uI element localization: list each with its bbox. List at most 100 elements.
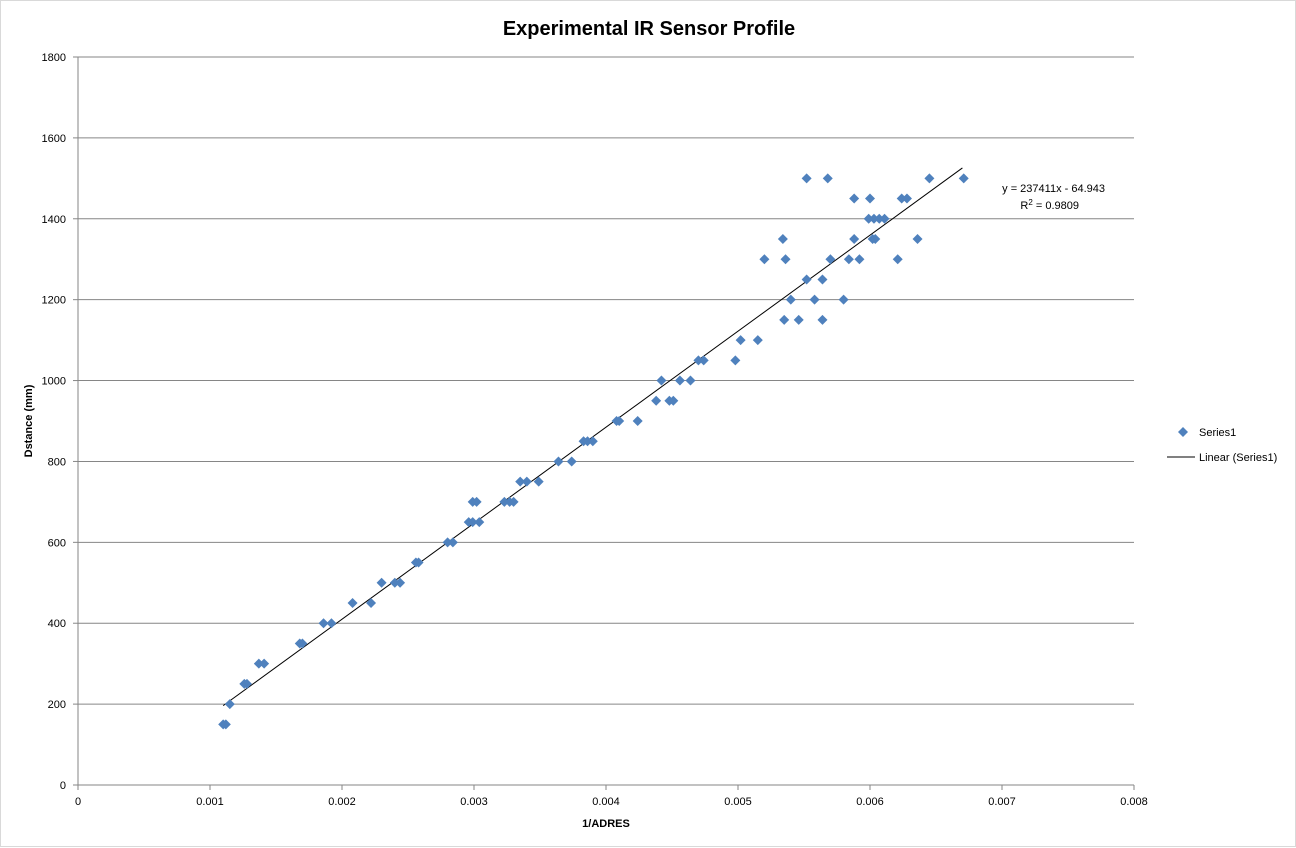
x-tick-label: 0.008 — [1120, 796, 1148, 808]
x-tick-label: 0.001 — [196, 796, 224, 808]
data-point — [685, 375, 696, 386]
legend-marker-series1 — [1178, 427, 1188, 437]
y-tick-label: 400 — [48, 618, 66, 630]
data-point — [656, 375, 667, 386]
data-point — [759, 254, 770, 265]
data-point — [533, 476, 544, 487]
data-point — [793, 314, 804, 325]
data-point — [698, 355, 709, 366]
data-point — [442, 537, 453, 548]
data-point — [822, 173, 833, 184]
legend: Series1 Linear (Series1) — [1167, 427, 1277, 464]
data-point — [566, 456, 577, 467]
data-point — [651, 395, 662, 406]
data-point — [817, 274, 828, 285]
x-tick-label: 0.003 — [460, 796, 488, 808]
data-point — [467, 517, 478, 528]
data-point — [474, 517, 485, 528]
data-point — [892, 254, 903, 265]
data-point — [785, 294, 796, 305]
data-points — [218, 173, 969, 730]
data-point — [413, 557, 424, 568]
data-point — [854, 254, 865, 265]
data-point — [865, 193, 875, 204]
data-point — [801, 173, 812, 184]
legend-label-series1: Series1 — [1199, 427, 1236, 439]
data-point — [318, 618, 329, 629]
y-tick-label: 200 — [48, 699, 66, 711]
data-point — [471, 496, 482, 507]
data-point — [779, 314, 790, 325]
data-point — [849, 193, 860, 204]
data-point — [730, 355, 741, 366]
x-tick-labels: 0 0.001 0.002 0.003 0.004 0.005 0.006 0.007 0.00… — [75, 785, 1148, 808]
data-point — [958, 173, 969, 184]
x-tick-label: 0.004 — [592, 796, 620, 808]
data-point — [817, 314, 828, 325]
gridlines — [78, 56, 1134, 705]
data-point — [395, 577, 406, 588]
x-tick-label: 0.006 — [856, 796, 884, 808]
data-point — [587, 436, 598, 447]
data-point — [515, 476, 526, 487]
y-axis-title: Dstance (mm) — [23, 384, 35, 457]
r-squared-text: R2 = 0.9809 — [1020, 198, 1079, 212]
data-point — [780, 254, 791, 265]
data-point — [924, 173, 935, 184]
data-point — [668, 395, 679, 406]
data-point — [868, 213, 879, 224]
data-point — [896, 193, 907, 204]
r-squared-exponent: 2 — [1028, 198, 1033, 207]
data-point — [253, 658, 264, 669]
x-axis-title: 1/ADRES — [582, 818, 630, 830]
data-point — [801, 274, 812, 285]
data-point — [777, 234, 788, 244]
data-point — [870, 234, 881, 244]
data-point — [632, 416, 643, 426]
data-point — [843, 254, 854, 265]
r-squared-prefix: R — [1020, 200, 1028, 212]
data-point — [241, 678, 252, 689]
data-point — [224, 699, 235, 710]
y-tick-label: 1200 — [42, 295, 66, 307]
data-point — [447, 537, 458, 548]
y-tick-label: 1800 — [42, 52, 66, 64]
legend-label-trendline: Linear (Series1) — [1199, 452, 1277, 464]
x-tick-label: 0 — [75, 796, 81, 808]
r-squared-value: = 0.9809 — [1033, 200, 1079, 212]
data-point — [825, 254, 836, 265]
data-point — [582, 436, 593, 447]
data-point — [809, 294, 820, 305]
y-tick-label: 800 — [48, 456, 66, 468]
data-point — [693, 355, 704, 366]
data-point — [389, 577, 400, 588]
data-point — [838, 294, 849, 305]
x-tick-label: 0.002 — [328, 796, 356, 808]
data-point — [752, 335, 763, 346]
data-point — [376, 577, 387, 588]
data-point — [366, 598, 377, 608]
x-tick-label: 0.005 — [724, 796, 752, 808]
data-point — [879, 213, 890, 224]
trendline-equation-text: y = 237411x - 64.943 — [1002, 183, 1105, 195]
data-point — [521, 476, 532, 487]
trendline-equation: y = 237411x - 64.943 R2 = 0.9809 — [1002, 183, 1105, 212]
data-point — [614, 416, 625, 426]
data-point — [220, 719, 231, 730]
data-point — [326, 618, 337, 629]
data-point — [912, 234, 923, 244]
data-point — [499, 496, 510, 507]
y-tick-label: 1400 — [42, 214, 66, 226]
y-tick-label: 1000 — [42, 376, 66, 388]
axes — [77, 57, 1134, 786]
y-tick-label: 0 — [60, 780, 66, 792]
data-point — [297, 638, 308, 649]
chart-title: Experimental IR Sensor Profile — [503, 18, 795, 40]
data-point — [735, 335, 746, 346]
data-point — [863, 213, 874, 224]
data-point — [849, 234, 860, 244]
data-point — [259, 658, 270, 669]
data-point — [347, 598, 358, 608]
